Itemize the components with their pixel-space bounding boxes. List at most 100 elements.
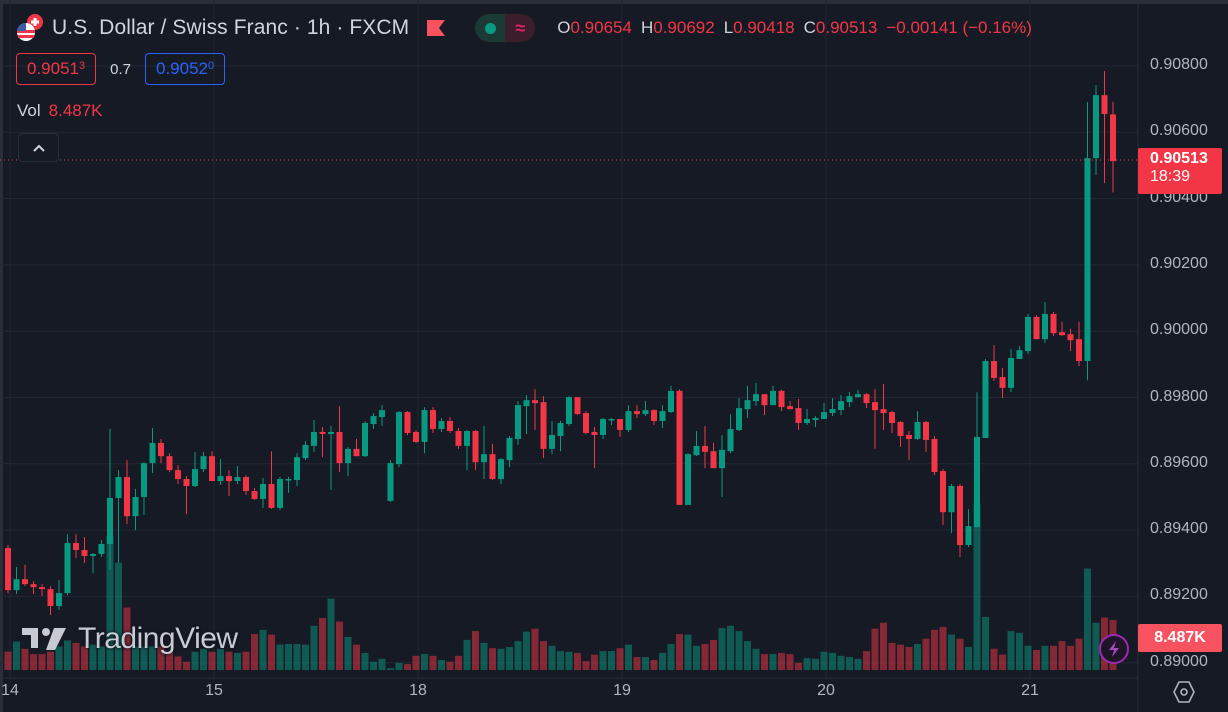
candle-down [124, 460, 130, 525]
candle-down [889, 411, 895, 433]
candle-body [974, 436, 980, 528]
candle-body [846, 396, 853, 403]
volume-bar [591, 654, 598, 670]
candle-up [115, 470, 122, 563]
candle-down [991, 345, 997, 381]
candle-body [209, 456, 215, 482]
volume-bar [931, 629, 938, 670]
volume-bar [319, 618, 326, 670]
price-axis-label: 0.90600 [1150, 122, 1208, 140]
candle-up [421, 407, 428, 454]
candle-body [812, 418, 819, 421]
candle-up [64, 534, 71, 596]
volume-bar [599, 651, 607, 670]
candle-body [396, 412, 402, 465]
volume-bar [412, 655, 420, 670]
candle-body [30, 584, 37, 588]
volume-bar [1050, 645, 1057, 670]
current-price-label: 0.90513 18:39 [1138, 148, 1222, 194]
candle-up [498, 458, 504, 485]
candle-body [302, 444, 309, 459]
volume-bar [251, 634, 258, 670]
candle-up [668, 385, 674, 414]
candle-body [447, 421, 453, 431]
candle-up [370, 413, 377, 429]
volume-bar [642, 657, 649, 670]
candle-body [73, 543, 79, 550]
volume-bar [217, 648, 224, 670]
candle-body [1093, 95, 1099, 159]
spread-value: 0.7 [110, 60, 131, 78]
candle-down [404, 411, 411, 436]
sell-price-button[interactable]: 0.9051 3 [16, 53, 97, 85]
volume-bar [395, 662, 403, 670]
lightning-button[interactable] [1099, 634, 1129, 664]
candle-body [770, 390, 776, 406]
volume-bar [480, 642, 488, 670]
candle-up [608, 418, 615, 426]
candle-body [56, 593, 62, 607]
volume-bar [548, 645, 556, 670]
buy-price-button[interactable]: 0.9052 0 [144, 53, 226, 85]
volume-bar [667, 644, 675, 670]
candle-down [175, 465, 181, 485]
volume-bar [327, 598, 335, 670]
volume-bar [344, 636, 352, 670]
volume-legend[interactable]: Vol 8.487K [17, 101, 103, 121]
market-status-toggle[interactable]: ≈ [475, 14, 536, 42]
candle-down [472, 429, 479, 471]
candle-body [345, 448, 351, 464]
volume-bar [489, 648, 496, 670]
chart-settings-icon[interactable] [1172, 680, 1196, 704]
candle-up [506, 435, 513, 468]
candle-down [209, 451, 215, 482]
volume-bar [13, 641, 20, 670]
price-axis-label: 0.89400 [1150, 520, 1208, 538]
candle-body [549, 434, 555, 449]
flag-marker-icon[interactable] [427, 20, 446, 36]
chart-legend-header: U.S. Dollar / Swiss Franc · 1h · FXCM ≈ … [16, 13, 1041, 43]
candle-down [39, 584, 45, 597]
candle-body [557, 423, 564, 436]
volume-bar [361, 652, 369, 670]
volume-bar [514, 641, 522, 670]
price-axis-label: 0.89800 [1150, 387, 1208, 405]
candle-up [438, 418, 445, 432]
candle-body [192, 469, 198, 487]
symbol-title[interactable]: U.S. Dollar / Swiss Franc · 1h · FXCM [52, 16, 410, 39]
volume-bar [191, 651, 199, 670]
volume-bar [1024, 645, 1032, 670]
candle-down [906, 430, 912, 461]
candle-body [47, 589, 54, 607]
candle-up [838, 395, 844, 416]
collapse-legend-button[interactable] [18, 133, 59, 162]
candle-up [982, 359, 989, 438]
volume-bar [701, 644, 709, 670]
volume-bar [676, 634, 683, 670]
candle-up [659, 405, 666, 428]
candle-body [489, 454, 496, 480]
volume-bar [829, 652, 836, 670]
candle-up [98, 540, 105, 557]
volume-bar [880, 622, 887, 670]
candle-body [761, 394, 768, 406]
volume-bar [149, 646, 156, 670]
candle-down [73, 534, 79, 558]
candle-body [353, 448, 360, 457]
candle-body [982, 361, 989, 438]
candle-body [481, 454, 487, 463]
volume-bar [1058, 641, 1066, 670]
candle-down [226, 470, 232, 496]
candle-up [387, 460, 394, 502]
tradingview-watermark: TradingView [22, 622, 238, 656]
volume-bar [200, 648, 207, 670]
volume-bar [718, 628, 726, 670]
candle-up [311, 420, 317, 452]
candle-body [940, 471, 946, 513]
candle-down [957, 484, 963, 557]
candle-body [532, 400, 538, 404]
time-axis-label: 14 [1, 682, 19, 699]
candle-body [141, 463, 147, 497]
volume-bar [727, 625, 734, 670]
